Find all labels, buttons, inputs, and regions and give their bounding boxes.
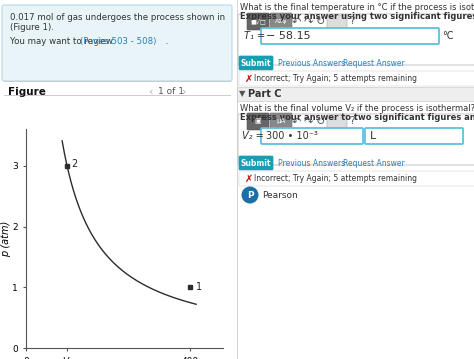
FancyBboxPatch shape	[237, 87, 474, 101]
Text: ?: ?	[349, 17, 355, 27]
Text: V₂ =: V₂ =	[242, 131, 264, 141]
Text: Express your answer to two significant figures and include the appropriate: Express your answer to two significant f…	[240, 113, 474, 122]
Text: ?: ?	[349, 117, 355, 126]
Text: Previous Answers: Previous Answers	[278, 59, 345, 67]
Text: Previous Answers: Previous Answers	[278, 159, 345, 168]
Text: ↶: ↶	[292, 117, 301, 126]
Text: What is the final temperature in °C if the process is isothermal?: What is the final temperature in °C if t…	[240, 3, 474, 12]
Text: Request Answer: Request Answer	[343, 59, 405, 67]
Text: Express your answer using two significant figures.: Express your answer using two significan…	[240, 12, 474, 21]
FancyBboxPatch shape	[238, 14, 474, 65]
Text: Figure: Figure	[8, 87, 46, 97]
FancyBboxPatch shape	[261, 28, 439, 44]
Text: Submit: Submit	[241, 159, 271, 168]
Text: ✗: ✗	[245, 173, 253, 183]
Text: (Pages 503 - 508): (Pages 503 - 508)	[80, 37, 156, 46]
Text: ↷: ↷	[303, 17, 313, 27]
Text: T₁ =: T₁ =	[244, 31, 265, 41]
Text: ↻: ↻	[315, 117, 325, 126]
Text: 1 of 1: 1 of 1	[158, 87, 184, 96]
Circle shape	[241, 186, 258, 204]
Text: 300 • 10⁻³: 300 • 10⁻³	[266, 131, 318, 141]
Text: (Figure 1).: (Figure 1).	[10, 23, 54, 32]
Text: You may want to review: You may want to review	[10, 37, 116, 46]
Text: ✗: ✗	[245, 74, 253, 84]
Y-axis label: p (atm): p (atm)	[0, 221, 10, 257]
FancyBboxPatch shape	[239, 56, 273, 70]
Text: Incorrect; Try Again; 5 attempts remaining: Incorrect; Try Again; 5 attempts remaini…	[254, 174, 417, 183]
Text: L: L	[370, 131, 376, 141]
FancyBboxPatch shape	[261, 128, 363, 144]
FancyBboxPatch shape	[238, 114, 474, 165]
FancyBboxPatch shape	[270, 113, 292, 130]
Text: ›: ›	[182, 87, 186, 97]
Text: °C: °C	[442, 31, 454, 41]
Text: 1: 1	[196, 283, 202, 292]
Text: P: P	[246, 191, 253, 200]
Text: Submit: Submit	[241, 59, 271, 67]
FancyBboxPatch shape	[327, 15, 347, 29]
Text: Request Answer: Request Answer	[343, 159, 405, 168]
Text: ▼: ▼	[239, 89, 246, 98]
FancyBboxPatch shape	[239, 156, 273, 170]
Text: ▣: ▣	[255, 118, 261, 125]
Text: μA: μA	[276, 118, 286, 125]
FancyBboxPatch shape	[239, 171, 474, 186]
Text: ↶: ↶	[292, 17, 301, 27]
Text: ↻: ↻	[315, 17, 325, 27]
Text: Pearson: Pearson	[262, 191, 298, 200]
Text: − 58.15: − 58.15	[266, 31, 310, 41]
FancyBboxPatch shape	[247, 113, 269, 130]
Text: Incorrect; Try Again; 5 attempts remaining: Incorrect; Try Again; 5 attempts remaini…	[254, 74, 417, 83]
Text: ■√□: ■√□	[250, 19, 266, 24]
FancyBboxPatch shape	[247, 13, 269, 30]
Text: What is the final volume V₂ if the process is isothermal?: What is the final volume V₂ if the proce…	[240, 104, 474, 113]
Text: ↷: ↷	[303, 117, 313, 126]
FancyBboxPatch shape	[239, 71, 474, 86]
Text: 2: 2	[71, 159, 77, 169]
Text: 0.017 mol of gas undergoes the process shown in: 0.017 mol of gas undergoes the process s…	[10, 13, 225, 22]
FancyBboxPatch shape	[270, 13, 292, 30]
Text: ‹: ‹	[148, 87, 153, 97]
FancyBboxPatch shape	[327, 115, 347, 129]
Text: .: .	[163, 37, 168, 46]
FancyBboxPatch shape	[365, 128, 463, 144]
Text: Part C: Part C	[248, 89, 282, 99]
Text: ΑΣφ: ΑΣφ	[275, 19, 287, 24]
FancyBboxPatch shape	[2, 5, 232, 81]
